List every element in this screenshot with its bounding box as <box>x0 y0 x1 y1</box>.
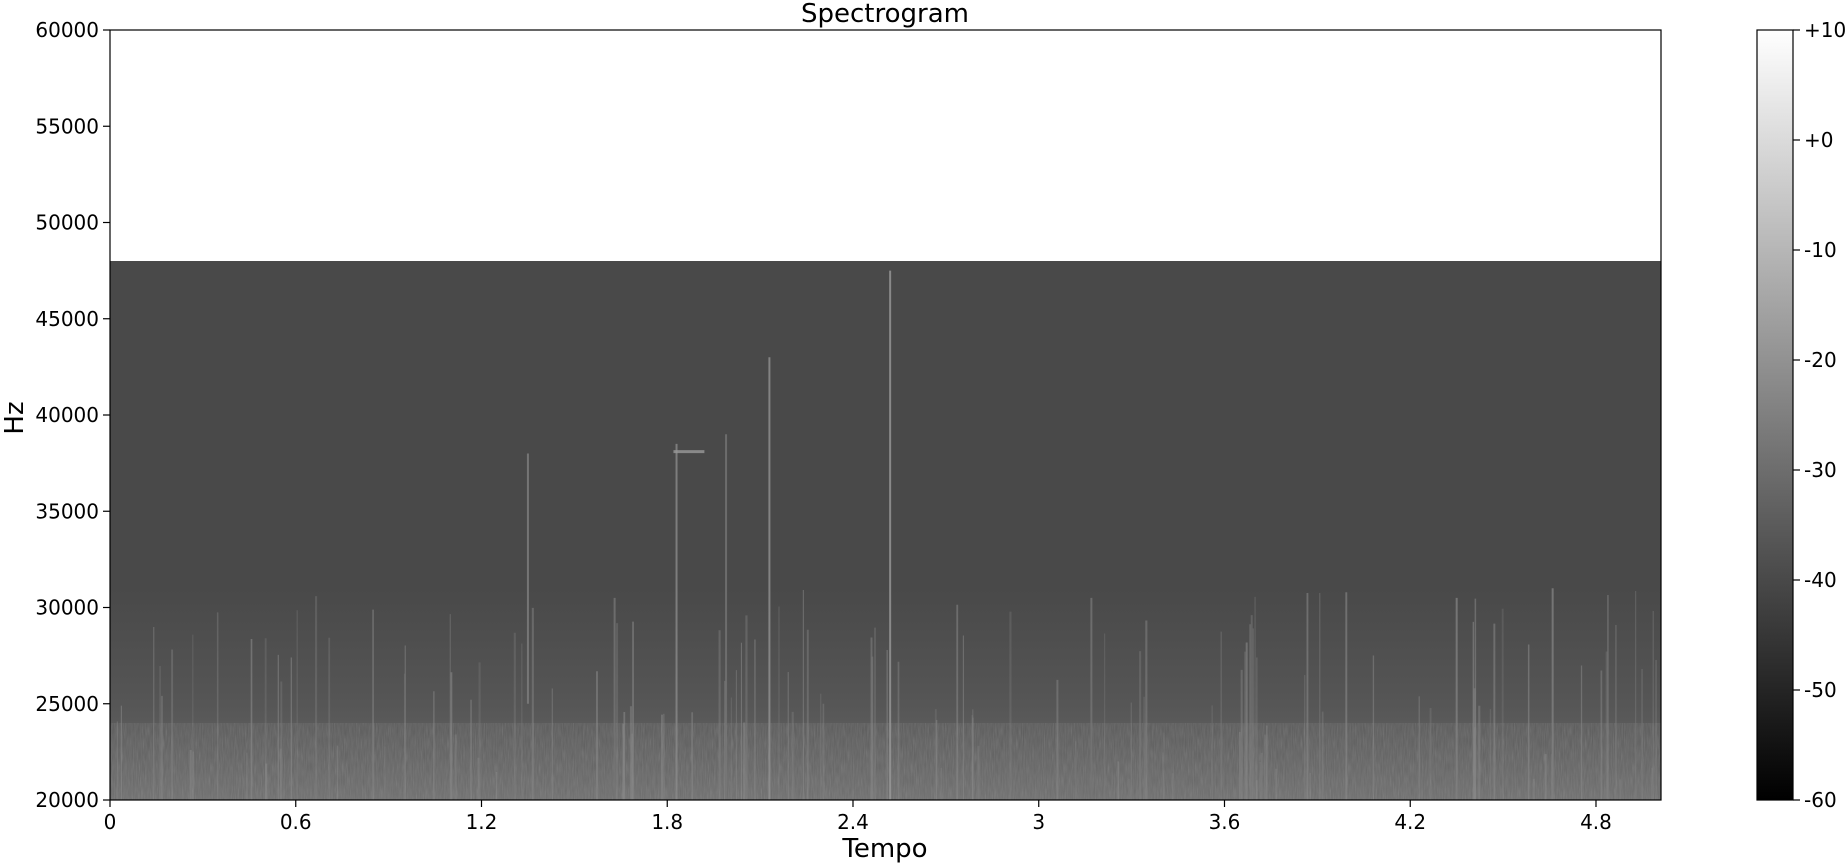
y-tick-label: 40000 <box>35 403 99 427</box>
colorbar-tick-label: -30 <box>1804 458 1837 482</box>
spectrogram-image <box>110 261 1661 800</box>
y-axis-label: Hz <box>0 401 30 434</box>
x-tick-label: 0.6 <box>280 810 312 834</box>
x-axis-label: Tempo <box>841 834 927 863</box>
x-axis: 0 0.6 1.2 1.8 2.4 3 3.6 4.2 4.8 <box>104 800 1612 834</box>
y-tick-label: 60000 <box>35 18 99 42</box>
colorbar <box>1756 29 1794 801</box>
x-tick-label: 1.8 <box>651 810 683 834</box>
colorbar-tick-label: +0 <box>1804 128 1833 152</box>
y-tick-label: 25000 <box>35 692 99 716</box>
x-tick-label: 3.6 <box>1209 810 1241 834</box>
x-tick-label: 1.2 <box>466 810 498 834</box>
y-tick-label: 55000 <box>35 114 99 138</box>
y-tick-label: 45000 <box>35 307 99 331</box>
colorbar-tick-label: +10 <box>1804 18 1846 42</box>
y-axis: 20000 25000 30000 35000 40000 45000 50000 55000… <box>35 18 110 812</box>
x-tick-label: 0 <box>104 810 117 834</box>
y-tick-label: 50000 <box>35 211 99 235</box>
colorbar-tick-label: -50 <box>1804 678 1837 702</box>
colorbar-axis: +10 +0 -10 -20 -30 -40 -50 -60 <box>1793 18 1846 812</box>
x-tick-label: 2.4 <box>837 810 869 834</box>
colorbar-tick-label: -40 <box>1804 568 1837 592</box>
chart-title: Spectrogram <box>801 0 969 29</box>
colorbar-tick-label: -20 <box>1804 348 1837 372</box>
x-tick-label: 4.2 <box>1394 810 1426 834</box>
colorbar-tick-label: -60 <box>1804 788 1837 812</box>
colorbar-tick-label: -10 <box>1804 238 1837 262</box>
y-tick-label: 20000 <box>35 788 99 812</box>
x-tick-label: 3 <box>1032 810 1045 834</box>
y-tick-label: 30000 <box>35 596 99 620</box>
noise-texture <box>110 723 1661 800</box>
y-tick-label: 35000 <box>35 499 99 523</box>
x-tick-label: 4.8 <box>1580 810 1612 834</box>
